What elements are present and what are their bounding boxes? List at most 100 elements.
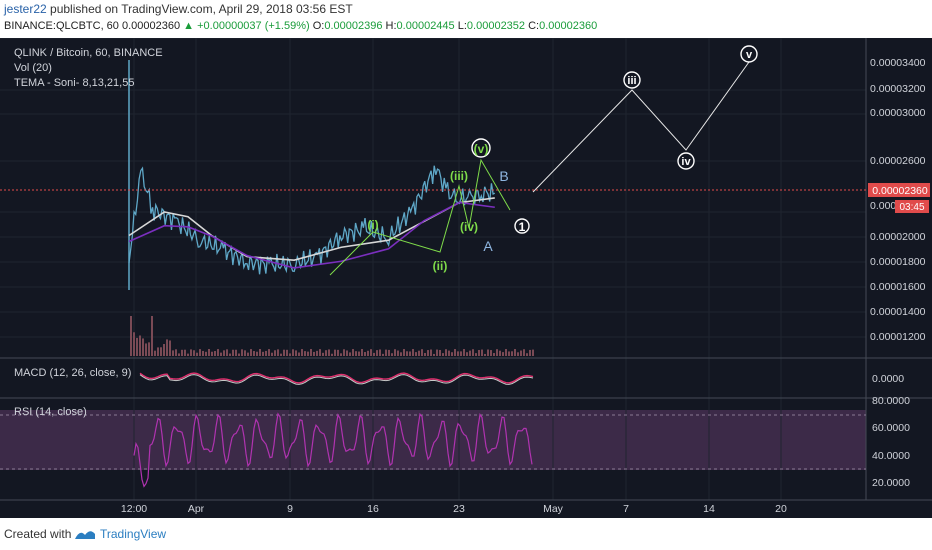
volume-bar — [154, 350, 156, 356]
volume-bar — [502, 352, 504, 356]
volume-bar — [166, 339, 168, 356]
volume-bar — [439, 349, 441, 356]
chart-canvas[interactable]: QLINK / Bitcoin, 60, BINANCE Vol (20) TE… — [0, 37, 932, 518]
tradingview-brand[interactable]: TradingView — [100, 527, 167, 541]
volume-bar — [394, 349, 396, 356]
volume-bar — [283, 349, 285, 356]
volume-bar — [310, 349, 312, 356]
volume-bar — [406, 351, 408, 356]
price-axis-tick: 0.00001400 — [870, 306, 926, 318]
volume-bar — [226, 349, 228, 356]
grid-lines — [0, 37, 866, 500]
tema-label: TEMA - Soni- 8,13,21,55 — [14, 77, 134, 89]
volume-bar — [517, 352, 519, 356]
volume-bar — [511, 351, 513, 356]
price-axis-tick: 0.00003400 — [870, 57, 926, 69]
macd-line — [139, 372, 534, 384]
volume-bar — [484, 353, 486, 356]
time-axis-tick: 23 — [453, 503, 465, 515]
proj-label-iv[interactable]: iv — [681, 156, 691, 168]
volume-bar — [505, 349, 507, 356]
volume-bar — [145, 343, 147, 356]
volume-bar — [172, 350, 174, 356]
rsi-axis[interactable]: 80.0000 60.0000 40.0000 20.0000 — [872, 395, 910, 489]
proj-label-v[interactable]: v — [746, 49, 753, 61]
time-axis-tick: 16 — [367, 503, 379, 515]
volume-bar — [181, 349, 183, 356]
volume-bar — [205, 351, 207, 356]
volume-bar — [232, 349, 234, 356]
volume-bar — [307, 351, 309, 356]
wave-label-ii[interactable]: (ii) — [433, 259, 448, 273]
wave-label-i[interactable]: (i) — [367, 218, 378, 232]
volume-bar — [241, 349, 243, 356]
volume-bar — [433, 353, 435, 356]
low-label: L: — [457, 20, 467, 32]
volume-bar — [424, 353, 426, 356]
wave-label-iii[interactable]: (iii) — [450, 169, 468, 183]
volume-bar — [346, 350, 348, 356]
volume-bar — [472, 349, 474, 356]
volume-bar — [382, 353, 384, 356]
volume-bar — [481, 349, 483, 356]
countdown-text: 03:45 — [899, 202, 924, 213]
countdown-badge — [895, 200, 929, 213]
volume-bar — [391, 353, 393, 356]
wave-annotations[interactable]: (i) (ii) (iii) (iv) (v) B A 1 iii iv v — [367, 45, 758, 273]
volume-bar — [235, 349, 237, 356]
wave-label-iv[interactable]: (iv) — [460, 220, 478, 234]
tradingview-logo-icon — [75, 531, 95, 539]
high-label: H: — [385, 20, 397, 32]
volume-bar — [322, 352, 324, 356]
time-axis-tick: 12:00 — [121, 503, 147, 515]
price-axis-tick: 0.00003200 — [870, 83, 926, 95]
volume-bar — [460, 351, 462, 356]
volume-bar — [445, 349, 447, 356]
volume-bar — [466, 352, 468, 356]
proj-circle-iii — [623, 71, 641, 89]
volume-bar — [376, 350, 378, 356]
volume-bar — [295, 350, 297, 356]
volume-bar — [379, 349, 381, 356]
volume-bar — [526, 353, 528, 356]
volume-bar — [508, 351, 510, 356]
volume-bar — [136, 337, 138, 356]
open-label: O: — [312, 20, 325, 32]
volume-bar — [229, 353, 231, 356]
wave-label-A[interactable]: A — [483, 238, 493, 254]
volume-bar — [478, 349, 480, 356]
volume-bar — [298, 352, 300, 356]
time-axis[interactable]: 12:00 Apr 9 16 23 May 7 14 20 — [121, 503, 787, 515]
footer: Created with TradingView — [0, 518, 932, 550]
price-axis-tick: 0.00001800 — [870, 256, 926, 268]
volume-bar — [274, 350, 276, 356]
volume-bar — [163, 343, 165, 356]
price-axis-tick: 0.00002600 — [870, 155, 926, 167]
projection-line — [532, 61, 750, 193]
wave-label-v[interactable]: (v) — [474, 142, 489, 156]
time-axis-tick: 14 — [703, 503, 715, 515]
wave-label-1[interactable]: 1 — [519, 220, 526, 234]
chart-area[interactable]: QLINK / Bitcoin, 60, BINANCE Vol (20) TE… — [0, 37, 932, 518]
volume-bar — [301, 349, 303, 356]
created-with-text: Created with — [4, 527, 72, 541]
wave-circle-1 — [514, 218, 530, 234]
volume-bar — [388, 349, 390, 356]
close-label: C: — [528, 20, 540, 32]
macd-signal-line — [139, 374, 534, 385]
up-arrow-icon: ▲ — [183, 20, 195, 32]
volume-bar — [250, 349, 252, 356]
price-axis[interactable]: 0.00003400 0.00003200 0.00003000 0.00002600… — [870, 57, 926, 343]
volume-bar — [403, 349, 405, 356]
volume-bar — [397, 350, 399, 356]
proj-label-iii[interactable]: iii — [627, 75, 636, 87]
volume-bar — [190, 349, 192, 356]
wave-label-B[interactable]: B — [499, 168, 508, 184]
macd-axis[interactable]: 0.0000 — [872, 373, 904, 385]
time-axis-tick: 20 — [775, 503, 787, 515]
volume-bar — [253, 351, 255, 356]
volume-bar — [334, 349, 336, 356]
volume-bar — [457, 351, 459, 356]
volume-bar — [493, 353, 495, 356]
author-link[interactable]: jester22 — [4, 2, 47, 16]
